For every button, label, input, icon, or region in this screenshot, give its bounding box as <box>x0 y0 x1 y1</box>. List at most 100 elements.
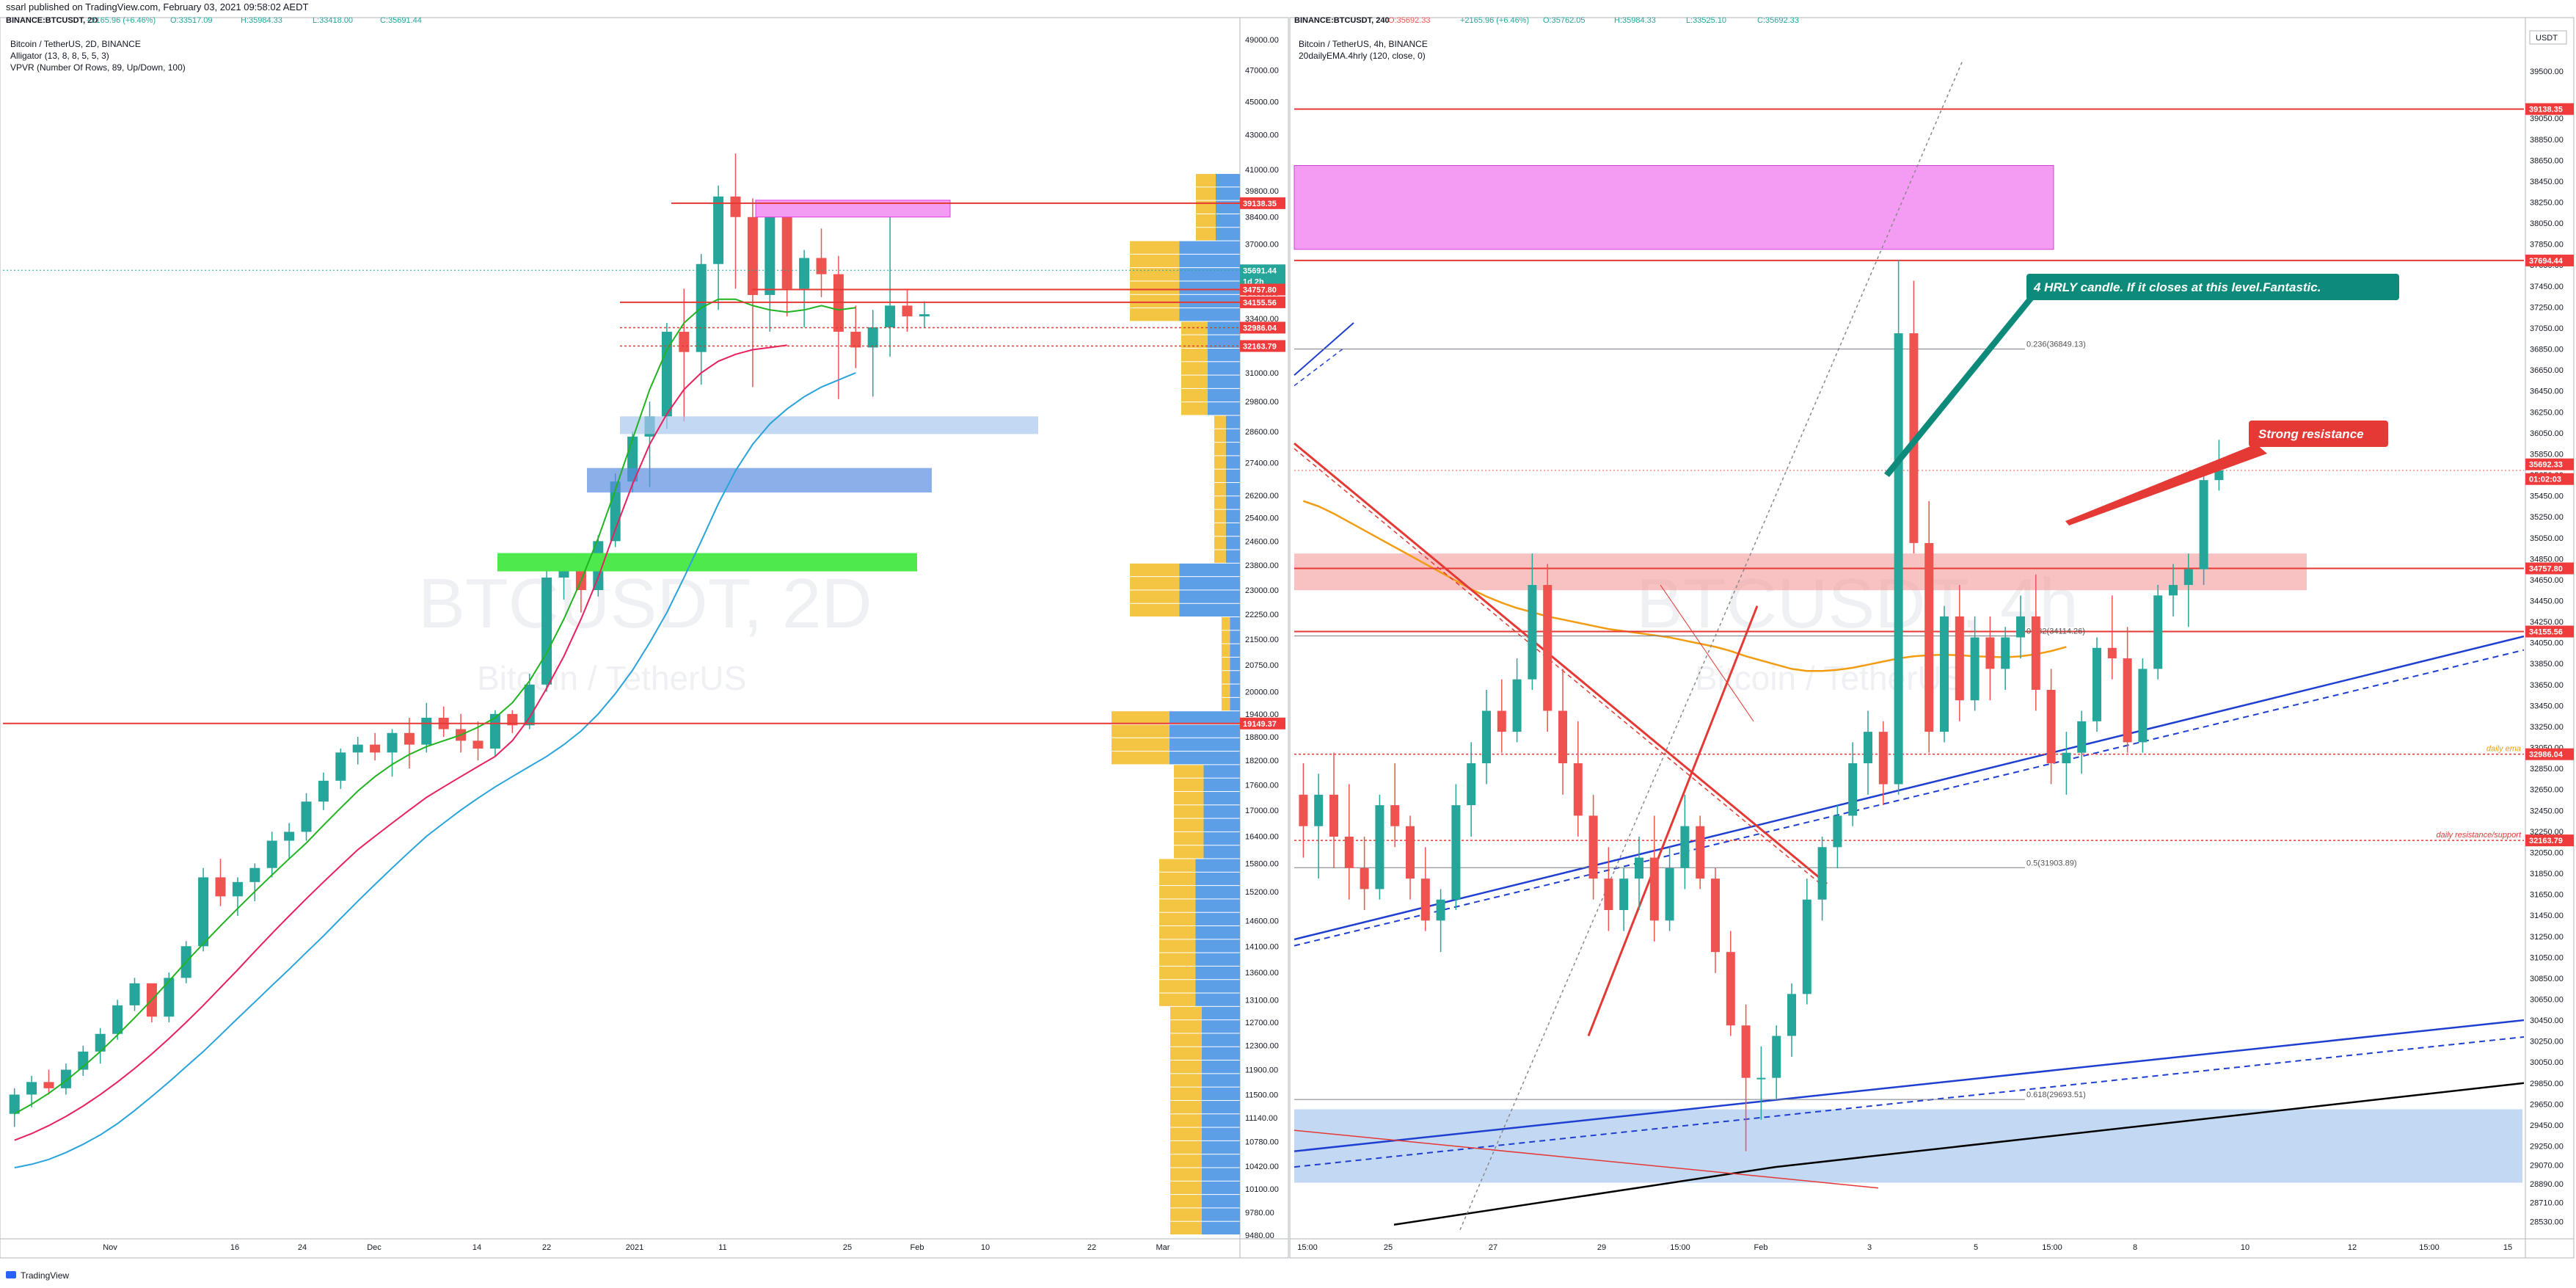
left-y-tick: 19400.00 <box>1245 710 1279 719</box>
right-y-tick: 38250.00 <box>2530 198 2564 207</box>
vp-bar-up <box>1179 254 1240 268</box>
right-candle-body <box>1787 994 1796 1036</box>
left-chart[interactable]: BINANCE:BTCUSDT, 2D+2165.96 (+6.46%) O:33… <box>0 16 1289 1259</box>
vp-bar-down <box>1170 1195 1202 1208</box>
left-price-label-bg <box>1240 296 1285 308</box>
right-candle-body <box>1604 878 1613 911</box>
vp-bar-up <box>1230 684 1240 697</box>
left-y-tick: 31000.00 <box>1245 369 1279 378</box>
right-time-axis[interactable]: 15:00 25 27 29 15:00 Feb 3 5 15:00 8 10 12 15:00 15 <box>1290 1238 2574 1252</box>
right-x-tick: 27 <box>1489 1243 1497 1252</box>
vp-bar-up <box>1203 778 1240 791</box>
left-price-label: 35691.44 <box>1243 266 1277 275</box>
right-candle-body <box>1955 616 1964 701</box>
vp-bar-down <box>1130 294 1180 308</box>
vp-bar-down <box>1130 268 1180 281</box>
vp-bar-down <box>1130 563 1180 577</box>
vp-bar-down <box>1170 1114 1202 1127</box>
vp-bar-down <box>1181 335 1208 348</box>
vp-bar-up <box>1203 832 1240 845</box>
left-x-tick: Dec <box>367 1243 382 1252</box>
vp-bar-up <box>1195 886 1240 899</box>
callout1-pointer <box>1884 283 2047 477</box>
left-candle-body <box>387 732 398 753</box>
right-price-label-bg <box>2525 834 2574 847</box>
right-y-tick: 30250.00 <box>2530 1038 2564 1047</box>
left-y-tick: 20000.00 <box>1245 688 1279 697</box>
right-candle-body <box>1894 333 1903 785</box>
vp-bar-down <box>1170 1074 1202 1087</box>
left-x-tick: 22 <box>542 1243 551 1252</box>
right-candle-body <box>2214 470 2224 481</box>
vp-bar-down <box>1196 214 1216 228</box>
left-price-label-bg <box>1240 264 1285 277</box>
left-y-tick: 39800.00 <box>1245 187 1279 196</box>
right-y-tick: 33250.00 <box>2530 723 2564 732</box>
left-low: L:33418.00 <box>313 16 353 25</box>
vp-bar-down <box>1170 1047 1202 1060</box>
vp-bar-up <box>1225 415 1240 429</box>
right-candle-body <box>1406 826 1415 879</box>
left-candle-body <box>198 877 209 947</box>
right-y-tick: 30050.00 <box>2530 1058 2564 1067</box>
right-price-axis[interactable]: 28530.00 28710.00 28890.00 29070.00 29250.00… <box>2525 18 2574 1258</box>
right-x-tick: 15:00 <box>2419 1243 2440 1252</box>
right-candle-body <box>1451 805 1461 900</box>
left-time-axis[interactable]: Nov 16 24 Dec 14 22 2021 11 25 Feb 10 22 Mar <box>0 1238 1288 1252</box>
left-watermark: BTCUSDT, 2D <box>418 564 872 643</box>
vp-bar-up <box>1169 752 1240 765</box>
right-candle-body <box>1299 794 1308 826</box>
vp-bar-down <box>1159 912 1196 926</box>
right-candle-body <box>1512 679 1522 732</box>
left-candle-body <box>301 801 312 832</box>
right-y-tick: 30650.00 <box>2530 995 2564 1004</box>
vp-bar-up <box>1195 859 1240 872</box>
vp-bar-up <box>1225 429 1240 443</box>
right-candle-body <box>1467 763 1476 806</box>
vp-bar-down <box>1181 388 1208 402</box>
vp-bar-up <box>1179 603 1240 617</box>
left-y-tick: 24600.00 <box>1245 537 1279 546</box>
left-y-tick: 17600.00 <box>1245 781 1279 790</box>
callout1-text: 4 HRLY candle. If it closes at this leve… <box>2033 280 2321 294</box>
right-candle-body <box>1344 837 1354 868</box>
right-y-tick: 36650.00 <box>2530 366 2564 375</box>
left-zones <box>497 200 1038 572</box>
right-candle-body <box>2046 689 2056 763</box>
right-y-tick: 38850.00 <box>2530 136 2564 145</box>
right-x-tick: 15 <box>2503 1243 2512 1252</box>
left-candle-body <box>919 314 930 317</box>
vp-bar-down <box>1130 241 1180 254</box>
left-price-label: 32163.79 <box>1243 342 1277 351</box>
vp-bar-down <box>1214 456 1226 469</box>
right-y-tick: 31050.00 <box>2530 953 2564 962</box>
vp-bar-down <box>1181 402 1208 415</box>
vp-bar-down <box>1174 778 1204 791</box>
vp-bar-down <box>1222 671 1230 684</box>
left-price-label: 34155.56 <box>1243 299 1277 308</box>
left-y-tick: 11500.00 <box>1245 1091 1278 1099</box>
vp-bar-down <box>1130 590 1180 603</box>
right-y-tick: 29450.00 <box>2530 1121 2564 1130</box>
right-candles <box>1299 260 2224 1151</box>
right-candle-body <box>1756 1077 1766 1080</box>
vp-bar-down <box>1170 1168 1202 1181</box>
right-price-label: 34757.80 <box>2529 564 2563 573</box>
right-candle-body <box>2169 585 2178 596</box>
right-candle-body <box>1497 710 1506 732</box>
left-candle-body <box>352 744 363 753</box>
vp-bar-up <box>1195 953 1240 966</box>
trendline-red-thin <box>1294 1129 1879 1189</box>
left-y-tick: 11900.00 <box>1245 1066 1278 1075</box>
left-y-tick: 21500.00 <box>1245 636 1279 644</box>
left-price-axis[interactable]: 9480.00 9780.00 10100.00 10420.00 10780.00 11… <box>1239 18 1285 1258</box>
left-y-tick: 38400.00 <box>1245 214 1279 222</box>
right-zone-support <box>1294 1109 2522 1183</box>
left-y-tick: 13600.00 <box>1245 969 1279 978</box>
trendline-red-up <box>1587 605 1759 1037</box>
right-high: H:35984.33 <box>1614 16 1656 25</box>
vp-bar-up <box>1203 805 1240 818</box>
vp-bar-up <box>1169 724 1240 738</box>
